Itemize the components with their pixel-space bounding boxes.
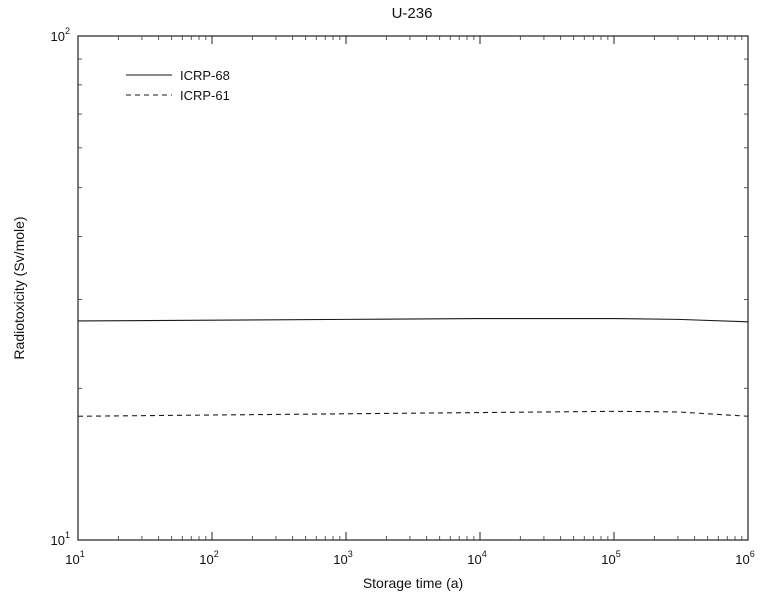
series-lines [77,318,749,417]
plot-frame [77,35,749,541]
x-tick-label: 104 [467,549,486,567]
y-tick-label: 102 [51,26,70,44]
x-tick-labels: 101 102 103 104 105 106 [65,549,754,567]
major-ticks [77,35,749,541]
x-tick-label: 101 [65,549,84,567]
x-axis-label: Storage time (a) [363,575,463,591]
minor-ticks [78,36,748,540]
x-tick-label: 105 [601,549,620,567]
x-tick-label: 103 [333,549,352,567]
legend-label: ICRP-61 [180,88,230,103]
x-tick-label: 106 [735,549,754,567]
y-tick-label: 101 [51,530,70,548]
y-axis-label: Radiotoxicity (Sv/mole) [11,216,27,359]
y-tick-labels: 101 102 [51,26,70,548]
series-line-icrp-61 [77,410,749,417]
series-line-icrp-68 [77,318,749,323]
chart-title: U-236 [392,5,433,22]
legend-label: ICRP-68 [180,68,230,83]
x-tick-label: 102 [199,549,218,567]
legend: ICRP-68 ICRP-61 [126,68,230,103]
